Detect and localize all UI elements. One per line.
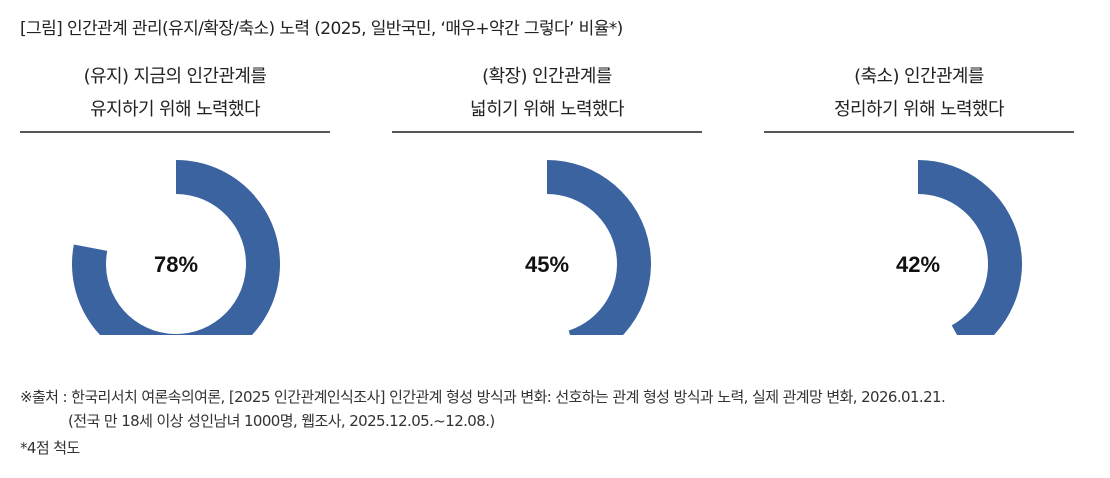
- panel-title-line: 유지하기 위해 노력했다: [90, 99, 260, 120]
- title-divider: [764, 131, 1074, 133]
- scale-note: *4점 척도: [20, 439, 80, 457]
- donut-value-label: 42%: [896, 252, 940, 277]
- source-text: ※출처 : 한국리서치 여론속의여론, [2025 인간관계인식조사] 인간관계…: [20, 388, 946, 406]
- donut-value-label: 78%: [154, 252, 198, 277]
- donut-value-label: 45%: [525, 252, 569, 277]
- panel-title-line: 정리하기 위해 노력했다: [834, 99, 1004, 120]
- source-detail: (전국 만 18세 이상 성인남녀 1000명, 웹조사, 2025.12.05…: [68, 412, 495, 430]
- donut-chart: 45%: [525, 160, 651, 335]
- panel-title-line: 넓히기 위해 노력했다: [470, 99, 624, 120]
- donut-chart: 42%: [896, 160, 1022, 335]
- title-divider: [20, 131, 330, 133]
- donut-slice: [918, 160, 1022, 335]
- donut-chart: 78%: [72, 160, 280, 335]
- title-divider: [392, 131, 702, 133]
- panel-title-line: (유지) 지금의 인간관계를: [83, 66, 267, 87]
- donut-slice: [72, 160, 280, 335]
- figure-title: [그림] 인간관계 관리(유지/확장/축소) 노력 (2025, 일반국민, ‘…: [20, 19, 623, 39]
- panel-title-line: (축소) 인간관계를: [854, 66, 984, 87]
- donut-slice: [547, 160, 651, 335]
- panel-title-line: (확장) 인간관계를: [482, 66, 612, 87]
